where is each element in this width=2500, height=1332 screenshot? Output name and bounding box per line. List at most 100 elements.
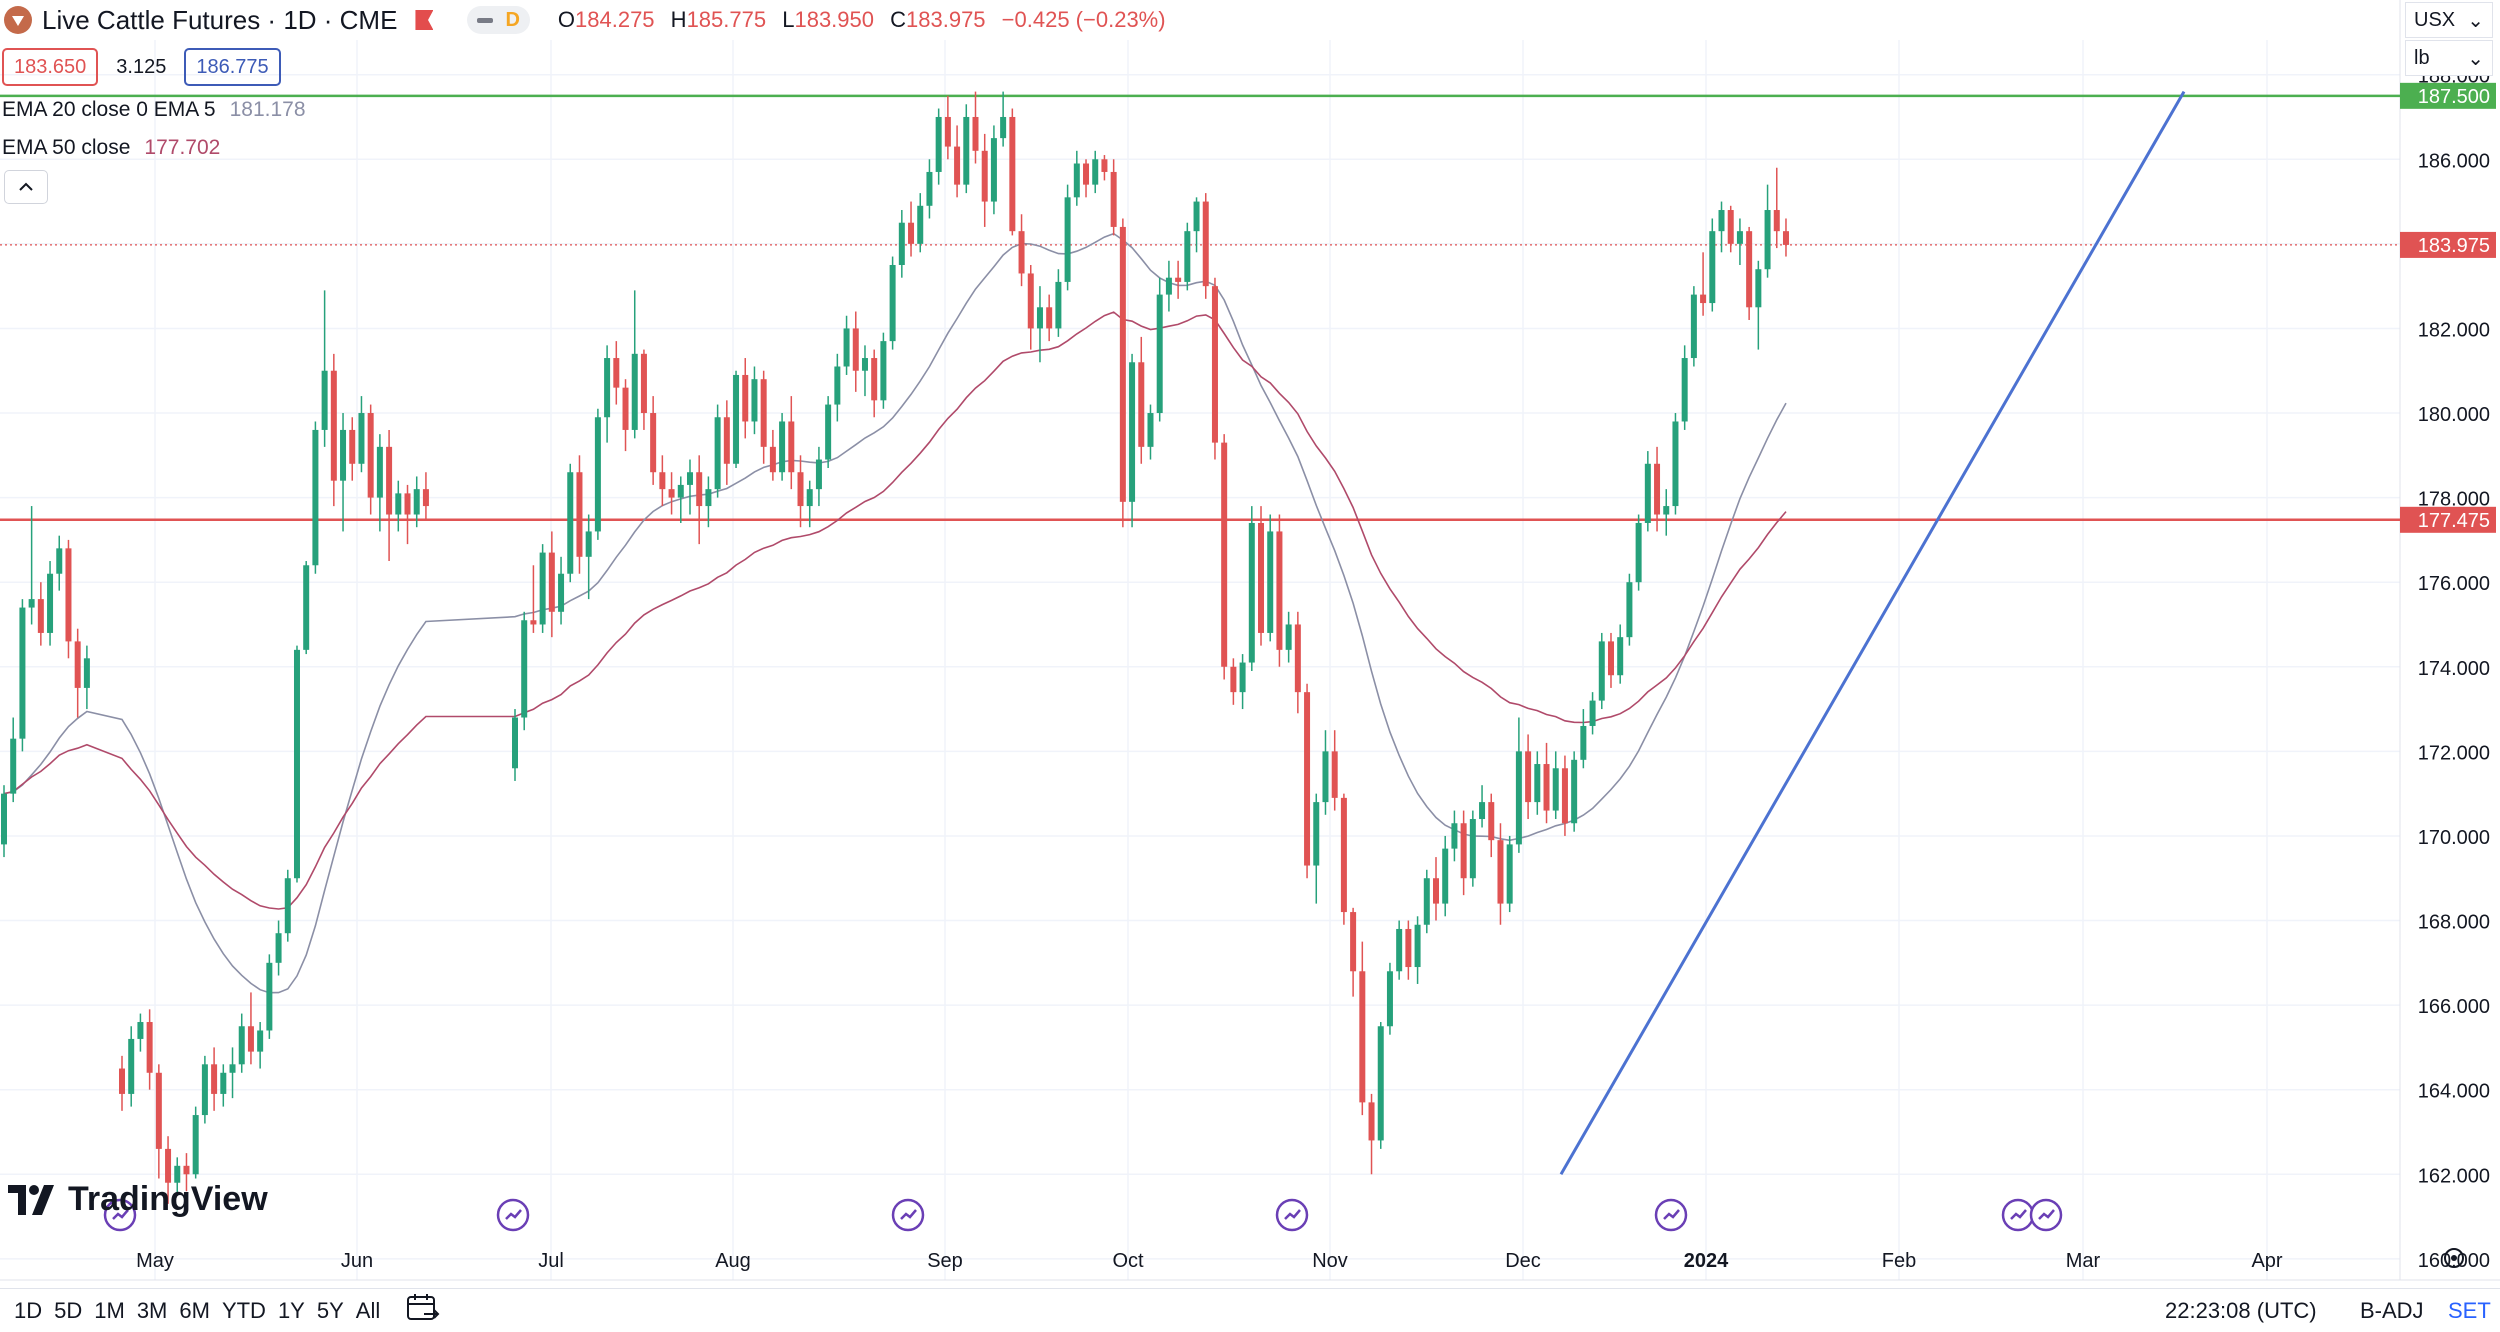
unit-select[interactable]: lb ⌄ <box>2405 40 2493 76</box>
candle[interactable] <box>981 133 988 227</box>
candle[interactable] <box>1589 692 1596 735</box>
timeframe-1y[interactable]: 1Y <box>277 1297 305 1323</box>
candle[interactable] <box>521 611 528 731</box>
candle[interactable] <box>1515 717 1522 853</box>
candle[interactable] <box>1488 793 1495 858</box>
trendline[interactable] <box>1559 90 2186 1176</box>
candle[interactable] <box>1690 286 1697 367</box>
candle[interactable] <box>1543 742 1550 824</box>
candle[interactable] <box>714 404 721 498</box>
timeframe-ytd[interactable]: YTD <box>221 1297 266 1323</box>
ema-fast-legend[interactable]: EMA 20 close 0 EMA 5 181.178 <box>2 98 306 122</box>
candle[interactable] <box>74 628 81 718</box>
dividend-event-icon[interactable] <box>2029 1198 2063 1232</box>
market-status-pill[interactable]: D <box>467 6 530 34</box>
candle[interactable] <box>1184 222 1191 291</box>
candle[interactable] <box>349 417 356 481</box>
candle[interactable] <box>37 582 44 646</box>
candle[interactable] <box>1654 446 1661 532</box>
dividend-event-icon[interactable] <box>1275 1198 1309 1232</box>
candle[interactable] <box>604 345 611 443</box>
candle[interactable] <box>1239 654 1246 710</box>
candlestick-series[interactable] <box>1 91 1789 1204</box>
candle[interactable] <box>1644 451 1651 532</box>
candle[interactable] <box>1129 353 1136 528</box>
candle[interactable] <box>137 1013 144 1052</box>
candle[interactable] <box>358 396 365 473</box>
candle[interactable] <box>760 370 767 464</box>
candle[interactable] <box>1156 277 1163 422</box>
candle[interactable] <box>1746 226 1753 320</box>
candle[interactable] <box>935 108 942 185</box>
candle[interactable] <box>28 506 35 625</box>
clock[interactable]: 22:23:08 (UTC) <box>2165 1297 2317 1323</box>
candle[interactable] <box>1571 751 1578 832</box>
candle[interactable] <box>1460 810 1467 896</box>
candle[interactable] <box>1433 857 1439 921</box>
candle[interactable] <box>926 159 933 219</box>
candle[interactable] <box>1700 252 1707 316</box>
candle[interactable] <box>330 353 337 507</box>
candle[interactable] <box>386 429 393 562</box>
last-price-tag[interactable]: 183.975 <box>2400 231 2496 258</box>
candle[interactable] <box>1110 159 1117 236</box>
candle[interactable] <box>917 193 924 253</box>
candle[interactable] <box>303 561 310 655</box>
candle[interactable] <box>1479 785 1486 828</box>
candle[interactable] <box>1727 205 1734 253</box>
candle[interactable] <box>1119 218 1126 528</box>
set-button[interactable]: SET <box>2448 1297 2491 1323</box>
candle[interactable] <box>705 476 712 528</box>
candle[interactable] <box>1782 218 1789 257</box>
candle[interactable] <box>1607 632 1614 688</box>
candle[interactable] <box>284 869 291 942</box>
candle[interactable] <box>119 1055 125 1111</box>
candle[interactable] <box>1165 260 1172 312</box>
candle[interactable] <box>640 349 647 430</box>
ask-button[interactable]: 186.775 <box>184 48 281 86</box>
timeframe-all[interactable]: All <box>355 1297 381 1323</box>
candle[interactable] <box>1313 793 1320 904</box>
candle[interactable] <box>650 396 657 485</box>
date-range-icon[interactable] <box>406 1293 440 1329</box>
candle[interactable] <box>908 201 915 257</box>
candle[interactable] <box>1202 193 1209 299</box>
candle[interactable] <box>1046 294 1053 342</box>
candle[interactable] <box>220 1064 227 1107</box>
candle[interactable] <box>668 472 675 515</box>
candle[interactable] <box>257 1022 264 1069</box>
candle[interactable] <box>1147 404 1154 460</box>
candle[interactable] <box>1036 286 1043 363</box>
candle[interactable] <box>1055 269 1062 337</box>
candle[interactable] <box>1064 184 1071 291</box>
candle[interactable] <box>1221 434 1228 680</box>
candle[interactable] <box>1322 730 1329 815</box>
candle[interactable] <box>165 1136 172 1204</box>
candle[interactable] <box>1009 108 1016 236</box>
candle[interactable] <box>376 434 383 532</box>
symbol-title[interactable]: Live Cattle Futures · 1D · CME <box>42 4 398 35</box>
candle[interactable] <box>1755 260 1762 350</box>
candle[interactable] <box>723 400 730 485</box>
candle[interactable] <box>567 463 574 583</box>
candle[interactable] <box>585 514 592 600</box>
timeframe-5y[interactable]: 5Y <box>316 1297 344 1323</box>
flag-icon[interactable] <box>415 10 434 30</box>
candle[interactable] <box>825 396 832 468</box>
candle[interactable] <box>1469 810 1476 887</box>
candle[interactable] <box>266 954 273 1039</box>
candle[interactable] <box>1027 265 1034 350</box>
candle[interactable] <box>1331 730 1338 811</box>
candle[interactable] <box>1672 413 1679 515</box>
candle[interactable] <box>1442 835 1449 917</box>
candle[interactable] <box>155 1064 162 1179</box>
candle[interactable] <box>889 256 896 350</box>
candle[interactable] <box>1506 835 1513 913</box>
candle[interactable] <box>1359 941 1366 1116</box>
candle[interactable] <box>413 476 420 528</box>
candle[interactable] <box>797 455 804 528</box>
event-markers[interactable] <box>103 1198 2063 1232</box>
candle[interactable] <box>321 290 328 447</box>
candle[interactable] <box>686 459 693 515</box>
candle[interactable] <box>576 455 583 574</box>
